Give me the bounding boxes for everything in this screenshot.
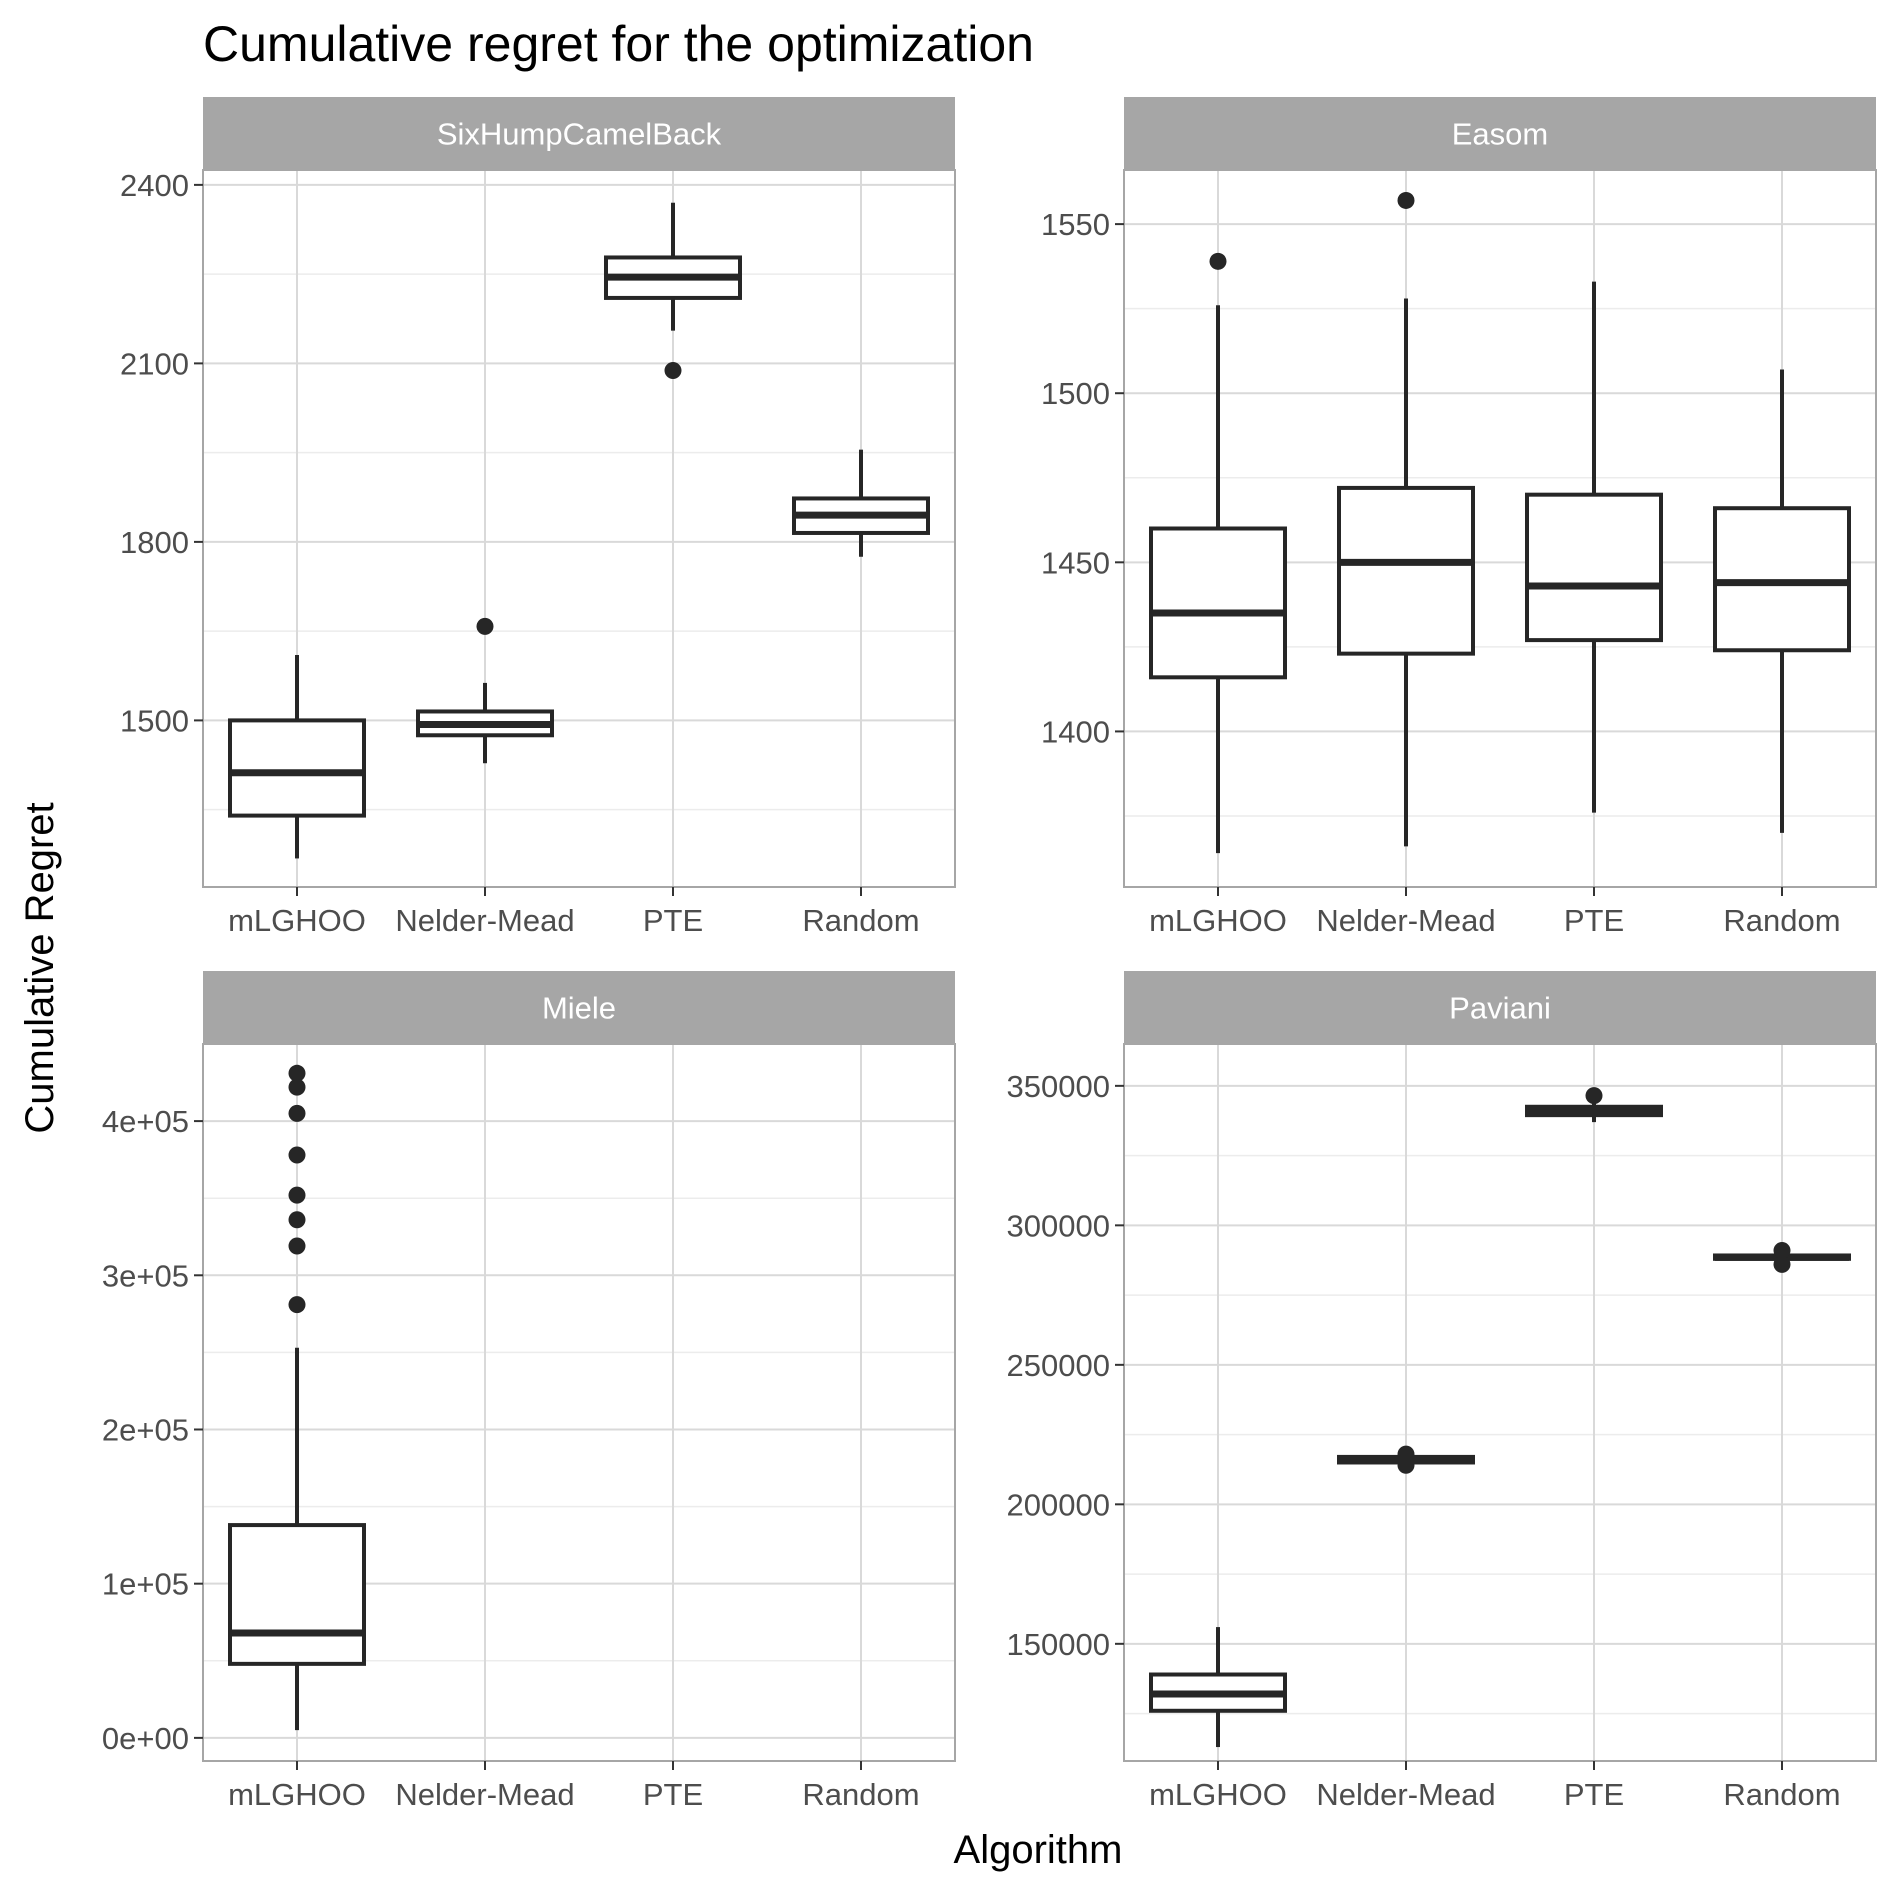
box-mlghoo	[1149, 252, 1287, 854]
facet-panel: Easom 1400 1450 1500 1550 mLGHOO Nelder-Mead PT…	[1041, 97, 1877, 938]
outlier-point	[288, 1296, 306, 1314]
outlier-point	[476, 617, 494, 635]
outlier-point	[1209, 252, 1227, 270]
y-tick-label: 1400	[1041, 714, 1110, 749]
y-tick-label: 1e+05	[102, 1567, 189, 1602]
facet-strip	[1124, 971, 1876, 1044]
facet-strip-label: Easom	[1452, 117, 1548, 152]
facet-panel: SixHumpCamelBack 1500 1800 2100 2400 mLGHOO Ne…	[120, 97, 956, 938]
facet-panel: Paviani 150000 200000 250000 300000 350000 mLG…	[1007, 971, 1877, 1812]
x-tick-label: Random	[802, 1777, 919, 1812]
y-tick-label: 2e+05	[102, 1412, 189, 1447]
y-axis-title: Cumulative Regret	[18, 802, 62, 1133]
x-tick-label: mLGHOO	[1149, 1777, 1287, 1812]
y-tick-label: 1550	[1041, 207, 1110, 242]
outlier-point	[1397, 191, 1415, 209]
x-tick-label: Nelder-Mead	[1316, 903, 1495, 938]
outlier-point	[288, 1104, 306, 1122]
box-pte	[1525, 1087, 1663, 1123]
outlier-point	[1773, 1255, 1791, 1273]
outlier-point	[288, 1237, 306, 1255]
y-tick-label: 1450	[1041, 545, 1110, 580]
y-tick-label: 0e+00	[102, 1721, 189, 1756]
facet-strip	[203, 97, 955, 170]
chart-title: Cumulative regret for the optimization	[203, 16, 1034, 72]
outlier-point	[288, 1064, 306, 1082]
facet-strip-label: SixHumpCamelBack	[437, 117, 722, 152]
facet-panel: Miele 0e+00 1e+05 2e+05 3e+05 4e+05 mLGHOO Neld…	[102, 971, 956, 1812]
outlier-point	[288, 1211, 306, 1229]
panel-background	[1124, 1044, 1876, 1761]
x-tick-label: PTE	[1564, 1777, 1624, 1812]
box-nelder-mead	[1337, 1445, 1475, 1474]
x-tick-label: mLGHOO	[1149, 903, 1287, 938]
box-iqr	[1525, 492, 1663, 643]
box-pte	[1525, 281, 1663, 813]
box-nelder-mead	[1337, 191, 1475, 847]
box-mlghoo	[228, 1064, 366, 1731]
outlier-point	[664, 362, 682, 380]
outlier-point	[1397, 1445, 1415, 1463]
facet-panels: SixHumpCamelBack 1500 1800 2100 2400 mLGHOO Ne…	[102, 97, 1877, 1812]
y-tick-label: 350000	[1007, 1069, 1110, 1104]
x-tick-label: Nelder-Mead	[1316, 1777, 1495, 1812]
outlier-point	[1773, 1241, 1791, 1259]
y-tick-label: 1800	[120, 525, 189, 560]
box-random	[792, 449, 930, 557]
outlier-point	[288, 1186, 306, 1204]
box-nelder-mead	[416, 617, 554, 764]
y-tick-label: 3e+05	[102, 1258, 189, 1293]
x-axis-title: Algorithm	[954, 1828, 1123, 1872]
x-tick-label: PTE	[643, 1777, 703, 1812]
x-tick-label: PTE	[1564, 903, 1624, 938]
box-mlghoo	[1149, 1627, 1287, 1748]
box-iqr	[228, 718, 366, 818]
x-tick-label: PTE	[643, 903, 703, 938]
x-tick-label: mLGHOO	[228, 903, 366, 938]
x-tick-label: Random	[802, 903, 919, 938]
y-tick-label: 1500	[1041, 376, 1110, 411]
box-iqr	[1337, 485, 1475, 656]
box-iqr	[1149, 526, 1287, 680]
outlier-point	[1585, 1087, 1603, 1105]
x-tick-label: Nelder-Mead	[395, 1777, 574, 1812]
x-tick-label: mLGHOO	[228, 1777, 366, 1812]
box-mlghoo	[228, 654, 366, 859]
x-tick-label: Random	[1723, 1777, 1840, 1812]
box-iqr	[228, 1523, 366, 1666]
y-tick-label: 300000	[1007, 1208, 1110, 1243]
y-tick-label: 150000	[1007, 1627, 1110, 1662]
y-tick-label: 250000	[1007, 1348, 1110, 1383]
outlier-point	[288, 1078, 306, 1096]
y-tick-label: 2100	[120, 346, 189, 381]
x-tick-label: Random	[1723, 903, 1840, 938]
y-tick-label: 200000	[1007, 1487, 1110, 1522]
box-pte	[604, 202, 742, 380]
y-tick-label: 4e+05	[102, 1104, 189, 1139]
facet-strip	[203, 971, 955, 1044]
outlier-point	[288, 1146, 306, 1164]
facet-strip-label: Paviani	[1449, 991, 1551, 1026]
box-random	[1713, 369, 1851, 833]
facet-strip	[1124, 97, 1876, 170]
x-tick-label: Nelder-Mead	[395, 903, 574, 938]
y-tick-label: 2400	[120, 168, 189, 203]
facet-strip-label: Miele	[542, 991, 616, 1026]
y-tick-label: 1500	[120, 703, 189, 738]
box-random	[1713, 1241, 1851, 1273]
